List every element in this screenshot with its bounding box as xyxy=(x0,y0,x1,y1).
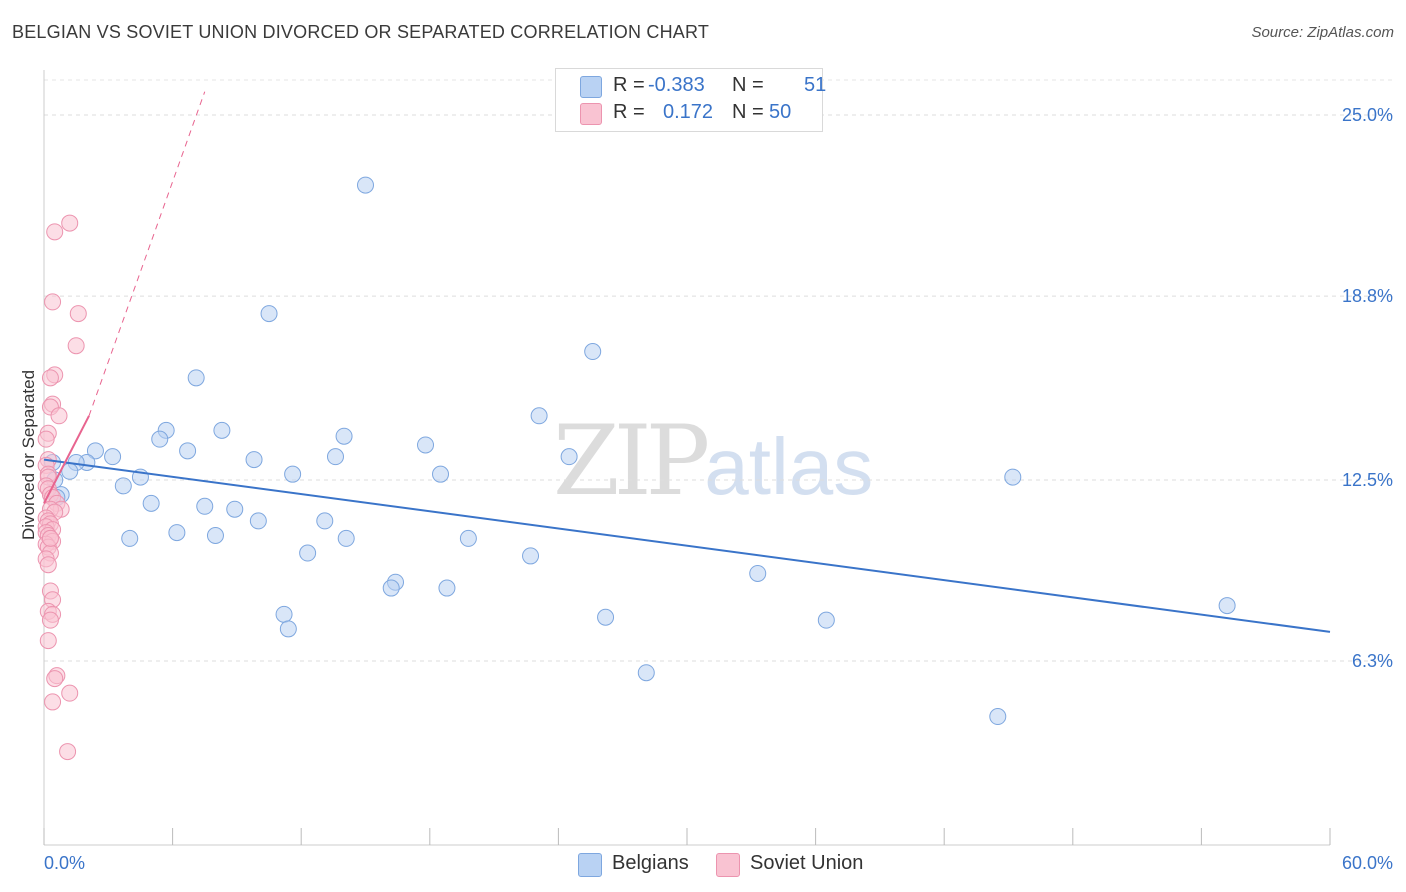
legend-r-label: R = xyxy=(613,101,645,123)
legend-r-value: 0.172 xyxy=(663,101,714,123)
soviet-trend-line xyxy=(43,415,90,504)
belgians-point xyxy=(1004,468,1022,486)
belgians-point xyxy=(260,305,278,323)
legend-r-value: -0.383 xyxy=(648,74,705,96)
belgians-point xyxy=(560,448,578,466)
soviet-point xyxy=(50,407,68,425)
soviet-point xyxy=(41,529,59,547)
belgians-point xyxy=(417,436,435,454)
belgians-point xyxy=(249,512,267,530)
belgians-point xyxy=(151,430,169,448)
belgians-point xyxy=(522,547,540,565)
legend-n-value: 50 xyxy=(769,101,792,123)
x-tick-label: 60.0% xyxy=(1342,853,1393,873)
belgians-swatch xyxy=(580,76,602,98)
y-tick-label: 18.8% xyxy=(1342,286,1393,306)
y-tick-label: 12.5% xyxy=(1342,470,1393,490)
soviet-point xyxy=(46,223,64,241)
belgians-point xyxy=(226,500,244,518)
belgians-point xyxy=(637,664,655,682)
belgians-legend-label: Belgians xyxy=(612,852,689,874)
belgians-point xyxy=(142,494,160,512)
chart-title: BELGIAN VS SOVIET UNION DIVORCED OR SEPA… xyxy=(12,22,710,42)
belgians-point xyxy=(86,442,104,460)
belgians-legend-swatch xyxy=(578,853,602,877)
soviet-point xyxy=(41,611,59,629)
belgians-point xyxy=(196,497,214,515)
belgians-point xyxy=(104,448,122,466)
belgians-point xyxy=(114,477,132,495)
soviet-legend-swatch xyxy=(716,853,740,877)
soviet-point xyxy=(37,430,55,448)
legend-n-label: N = xyxy=(732,74,764,96)
belgians-point xyxy=(432,465,450,483)
y-tick-label: 25.0% xyxy=(1342,105,1393,125)
belgians-point xyxy=(245,451,263,469)
belgians-point xyxy=(275,605,293,623)
belgians-point xyxy=(206,526,224,544)
belgians-point xyxy=(316,512,334,530)
soviet-swatch xyxy=(580,103,602,125)
belgians-point xyxy=(749,564,767,582)
belgians-point xyxy=(168,524,186,542)
belgians-point xyxy=(213,421,231,439)
legend: R = -0.383 N = 51 R = 0.172 N = 50 xyxy=(555,68,827,132)
belgians-point xyxy=(279,620,297,638)
belgians-trend-line xyxy=(43,458,1331,633)
soviet-point xyxy=(41,369,59,387)
belgians-point xyxy=(382,579,400,597)
belgians-point xyxy=(299,544,317,562)
legend-r-label: R = xyxy=(613,74,645,96)
soviet-point xyxy=(61,684,79,702)
soviet-point xyxy=(61,214,79,232)
belgians-point xyxy=(459,529,477,547)
y-axis-label: Divorced or Separated xyxy=(19,370,38,540)
belgians-point xyxy=(438,579,456,597)
soviet-point xyxy=(44,693,62,711)
soviet-point xyxy=(46,670,64,688)
chart-source: Source: ZipAtlas.com xyxy=(1251,24,1394,41)
belgians-point xyxy=(817,611,835,629)
soviet-point xyxy=(44,293,62,311)
belgians-point xyxy=(284,465,302,483)
soviet-point xyxy=(59,743,77,761)
soviet-point xyxy=(39,556,57,574)
belgians-point xyxy=(597,608,615,626)
belgians-point xyxy=(335,427,353,445)
belgians-point xyxy=(121,529,139,547)
y-tick-label: 6.3% xyxy=(1352,651,1393,671)
belgians-point xyxy=(357,176,374,194)
belgians-point xyxy=(326,448,344,466)
soviet-point xyxy=(67,337,85,355)
belgians-point xyxy=(337,529,355,547)
soviet-point xyxy=(69,305,87,323)
soviet-point xyxy=(39,632,57,650)
soviet-trend-line xyxy=(88,91,206,416)
legend-n-label: N = xyxy=(732,101,764,123)
soviet-legend-label: Soviet Union xyxy=(750,852,864,874)
belgians-point xyxy=(1218,597,1236,615)
x-tick-label: 0.0% xyxy=(44,853,85,873)
belgians-point xyxy=(584,343,602,361)
belgians-point xyxy=(187,369,205,387)
belgians-point xyxy=(989,708,1007,726)
belgians-point xyxy=(530,407,548,425)
belgians-point xyxy=(179,442,197,460)
legend-n-value: 51 xyxy=(804,74,827,96)
